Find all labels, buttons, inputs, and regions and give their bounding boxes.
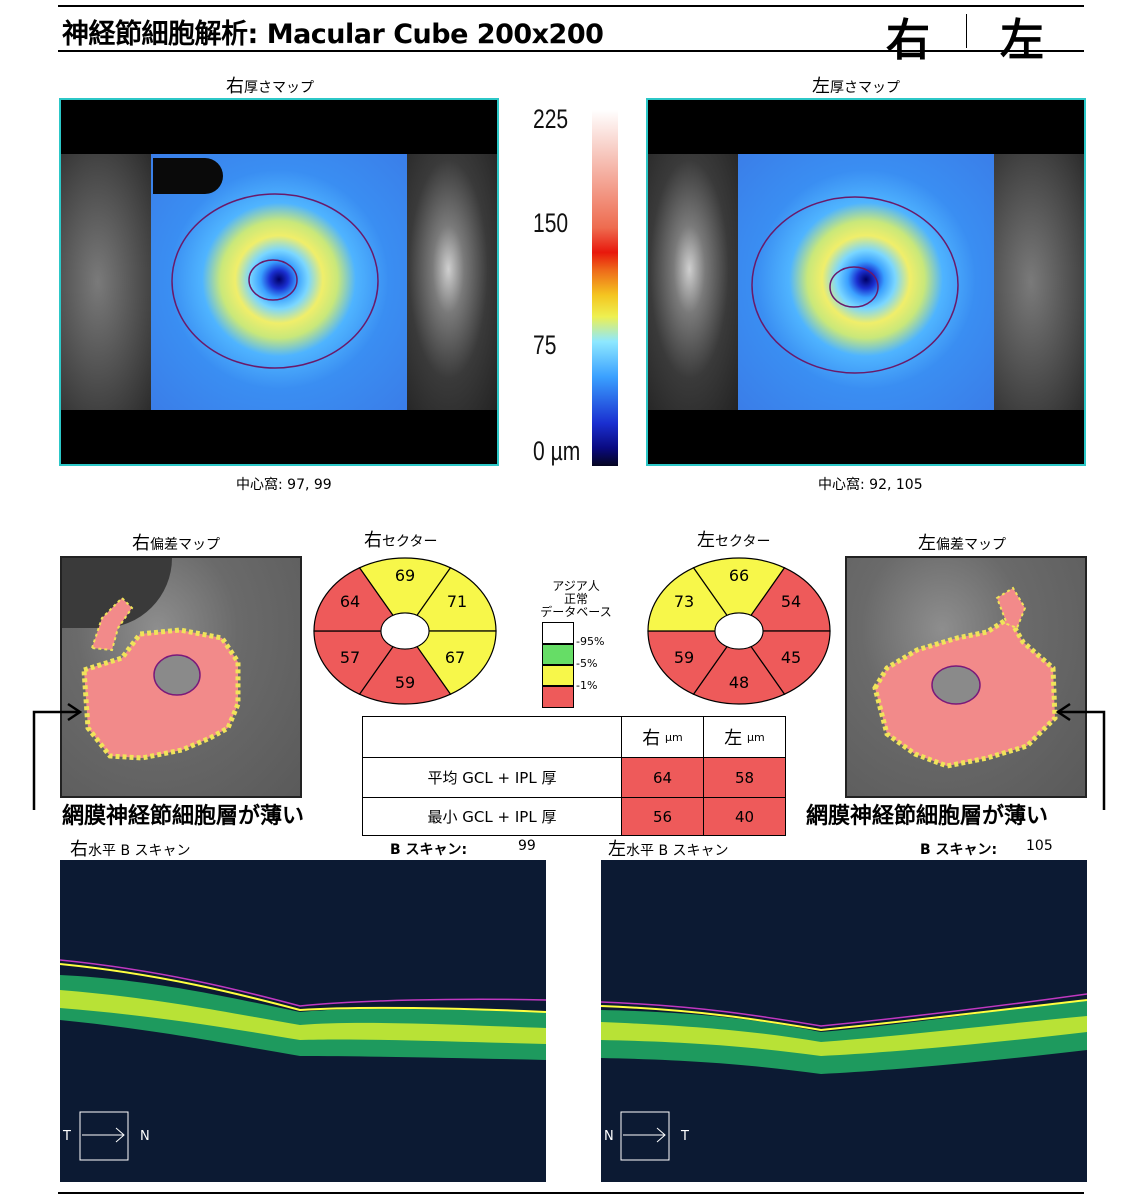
left-deviation-label: 左偏差マップ <box>918 533 1006 554</box>
right-map-artifact <box>153 158 223 194</box>
left-sector-title: 左セクター <box>697 530 771 551</box>
legend-level-1: -1% <box>576 679 598 692</box>
left-bscan-number: 105 <box>1026 838 1053 854</box>
right-callout-arrow <box>32 702 83 810</box>
scale-tick-225: 225 <box>533 104 569 134</box>
thickness-color-scale <box>592 110 618 466</box>
gcl-ipl-table: 右 µm 左 µm 平均 GCL + IPL 厚 64 58 最小 GCL + … <box>362 716 786 836</box>
legend-level-95: -95% <box>576 635 605 648</box>
table-row-min-left: 40 <box>703 797 785 835</box>
left-sector-chart: 66 54 45 48 59 73 <box>647 557 831 705</box>
legend-swatch-yellow <box>542 665 574 686</box>
table-row-min-right: 56 <box>621 797 703 835</box>
right-bscan-orient-n: N <box>140 1129 150 1144</box>
left-callout-text: 網膜神経節細胞層が薄い <box>806 803 1049 829</box>
right-thickness-label: 右厚さマップ <box>226 76 314 97</box>
right-deviation-thin-region <box>81 627 241 761</box>
right-sector-value-top-right: 71 <box>447 592 467 611</box>
left-sector-value-bottom-right: 45 <box>781 648 801 667</box>
right-bscan-image: T N <box>60 860 546 1182</box>
left-callout-arrow <box>1055 702 1106 810</box>
left-bscan-orient-t: T <box>680 1129 689 1144</box>
left-sector-value-bottom-left: 59 <box>674 648 694 667</box>
scale-tick-75: 75 <box>533 330 557 360</box>
right-bscan-orient-t: T <box>62 1129 71 1144</box>
legend-swatch-red <box>542 686 574 708</box>
scale-tick-0: 0 µm <box>533 436 581 466</box>
left-deviation-map <box>845 556 1087 798</box>
table-row-avg-left: 58 <box>703 757 785 797</box>
left-fovea-coords: 中心窩: 92, 105 <box>818 477 923 493</box>
right-sector-value-top: 69 <box>395 566 415 585</box>
right-sector-chart: 69 71 67 59 57 64 <box>313 557 497 705</box>
left-bscan-image: N T <box>601 860 1087 1182</box>
right-deviation-map <box>60 556 302 798</box>
left-bscan-label: 左水平 B スキャン <box>608 839 729 860</box>
right-thickness-ellipses <box>171 193 379 369</box>
right-bscan-number: 99 <box>518 838 536 854</box>
table-header-right: 右 µm <box>621 717 703 757</box>
left-bscan-number-label: B スキャン: <box>920 842 998 858</box>
left-thickness-label: 左厚さマップ <box>812 76 900 97</box>
right-bscan-number-label: B スキャン: <box>390 842 468 858</box>
right-sector-value-bottom: 59 <box>395 673 415 692</box>
left-bscan-orient-n: N <box>604 1129 614 1144</box>
header-eye-left: 左 <box>1000 15 1044 66</box>
right-bscan-label: 右水平 B スキャン <box>70 839 191 860</box>
right-sector-value-bottom-left: 57 <box>340 648 360 667</box>
table-row-avg-right: 64 <box>621 757 703 797</box>
left-sector-value-top: 66 <box>729 566 749 585</box>
table-row-min-label: 最小 GCL + IPL 厚 <box>363 797 621 835</box>
right-thickness-map <box>59 98 499 466</box>
right-sector-value-top-left: 64 <box>340 592 360 611</box>
table-row-avg-label: 平均 GCL + IPL 厚 <box>363 757 621 797</box>
left-thickness-map <box>646 98 1086 466</box>
right-fovea-coords: 中心窩: 97, 99 <box>236 477 332 493</box>
right-sector-value-bottom-right: 67 <box>445 648 465 667</box>
scale-tick-150: 150 <box>533 208 569 238</box>
left-sector-value-top-left: 73 <box>674 592 694 611</box>
right-sector-title: 右セクター <box>364 530 438 551</box>
header-eye-right: 右 <box>886 15 930 66</box>
legend-swatch-green <box>542 644 574 665</box>
header-divider <box>966 14 967 48</box>
table-header-left: 左 µm <box>703 717 785 757</box>
footer-rule <box>58 1192 1084 1194</box>
right-deviation-label: 右偏差マップ <box>132 533 220 554</box>
page-title: 神経節細胞解析: Macular Cube 200x200 <box>62 19 604 50</box>
legend-level-5: -5% <box>576 657 598 670</box>
legend-swatch-white <box>542 622 574 644</box>
left-sector-value-top-right: 54 <box>781 592 801 611</box>
right-callout-text: 網膜神経節細胞層が薄い <box>62 803 305 829</box>
normative-legend-title: アジア人 正常 データベース <box>540 579 612 619</box>
left-sector-value-bottom: 48 <box>729 673 749 692</box>
left-thickness-ellipses <box>751 196 959 374</box>
